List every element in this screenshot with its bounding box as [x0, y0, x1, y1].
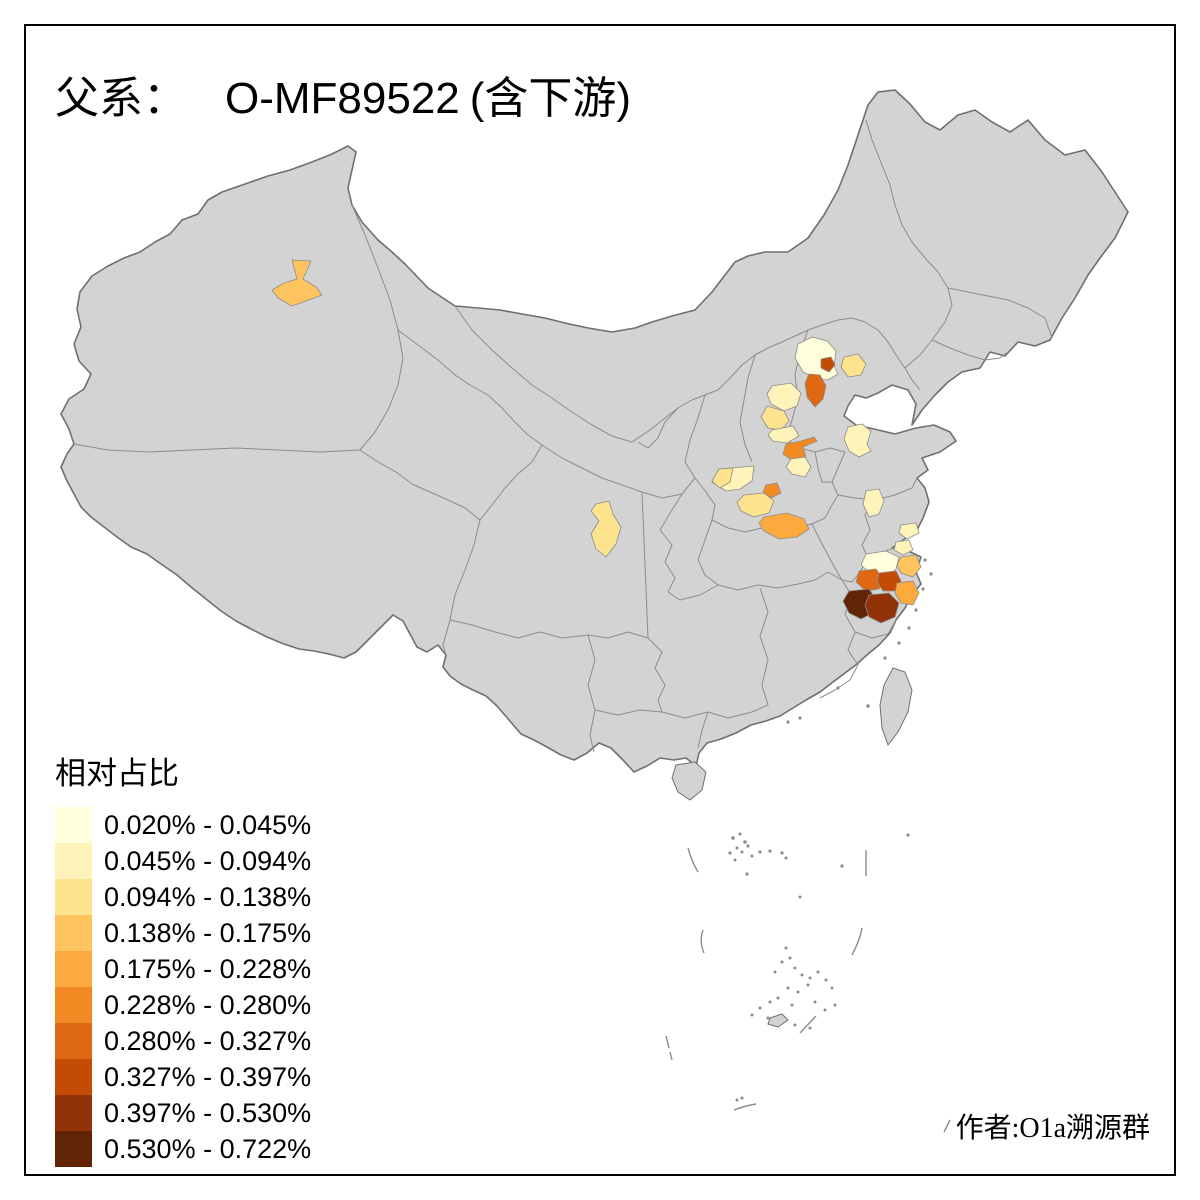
region-zhengzhou	[782, 436, 818, 462]
legend-item: 0.327% - 0.397%	[55, 1059, 311, 1095]
legend-classes: 0.020% - 0.045% 0.045% - 0.094% 0.094% - 0…	[55, 807, 311, 1167]
legend-item: 0.020% - 0.045%	[55, 807, 311, 843]
region-jinhua	[855, 568, 884, 592]
region-shandong-central	[843, 423, 872, 458]
islands	[665, 558, 951, 1133]
legend-label: 0.327% - 0.397%	[104, 1062, 312, 1092]
region-beijing-city	[820, 356, 836, 373]
region-taizhou-zj	[894, 580, 920, 606]
legend-label: 0.280% - 0.327%	[104, 1026, 312, 1056]
legend-label: 0.228% - 0.280%	[104, 990, 312, 1020]
region-lishui	[864, 592, 900, 624]
region-sichuan-central	[590, 500, 622, 558]
title-haplogroup-code: O-MF89522	[225, 74, 460, 123]
legend-item: 0.094% - 0.138%	[55, 879, 311, 915]
legend-item: 0.530% - 0.722%	[55, 1131, 311, 1167]
legend-label: 0.175% - 0.228%	[104, 954, 312, 984]
plot-frame	[24, 24, 1176, 1176]
legend-label: 0.045% - 0.094%	[104, 846, 312, 876]
legend-swatch	[55, 915, 92, 951]
region-pingdingshan	[762, 482, 782, 499]
legend-title: 相对占比	[55, 756, 179, 791]
hainan-island	[671, 761, 707, 801]
taiwan-island	[879, 667, 913, 747]
region-baoding	[766, 382, 802, 412]
region-sanmenxia	[711, 467, 734, 489]
region-ningbo	[896, 554, 922, 578]
region-nanyang	[736, 492, 775, 518]
title-suffix: (含下游)	[469, 74, 632, 123]
legend-item: 0.175% - 0.228%	[55, 951, 311, 987]
legend-label: 0.397% - 0.530%	[104, 1098, 312, 1128]
region-jiaxing	[893, 539, 914, 556]
region-jiangsu-central	[862, 488, 885, 518]
legend-item: 0.045% - 0.094%	[55, 843, 311, 879]
author-attribution: 作者:O1a溯源群	[955, 1113, 1150, 1144]
legend-swatch	[55, 1059, 92, 1095]
choropleth-regions	[271, 259, 922, 624]
region-xinjiang-north	[271, 259, 323, 307]
region-xuchang	[785, 456, 812, 478]
south-sea-islet	[767, 1013, 789, 1028]
region-tianjin-langfang	[804, 373, 827, 408]
plot-title: 父系： O-MF89522 (含下游)	[55, 62, 631, 126]
legend-item: 0.228% - 0.280%	[55, 987, 311, 1023]
legend-swatch	[55, 1131, 92, 1167]
legend-swatch	[55, 987, 92, 1023]
legend-swatch	[55, 1023, 92, 1059]
title-prefix: 父系：	[55, 74, 187, 123]
legend-swatch	[55, 1095, 92, 1131]
legend-item: 0.280% - 0.327%	[55, 1023, 311, 1059]
legend-swatch	[55, 879, 92, 915]
mainland-outline	[60, 89, 1129, 773]
legend-item: 0.397% - 0.530%	[55, 1095, 311, 1131]
region-xiangyang-suizhou	[758, 512, 810, 540]
region-shanghai	[898, 522, 920, 540]
region-handan	[767, 425, 800, 444]
legend-label: 0.530% - 0.722%	[104, 1134, 312, 1164]
legend-swatch	[55, 843, 92, 879]
legend-item: 0.138% - 0.175%	[55, 915, 311, 951]
legend-label: 0.138% - 0.175%	[104, 918, 312, 948]
legend: 相对占比 0.020% - 0.045% 0.045% - 0.094% 0.094…	[55, 748, 311, 1167]
legend-swatch	[55, 807, 92, 843]
legend-label: 0.020% - 0.045%	[104, 810, 312, 840]
region-tangshan	[840, 353, 867, 378]
legend-swatch	[55, 951, 92, 987]
legend-label: 0.094% - 0.138%	[104, 882, 312, 912]
